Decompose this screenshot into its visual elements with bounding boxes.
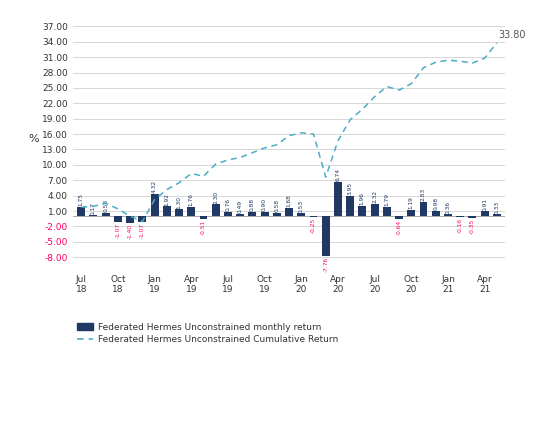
Bar [456, 216, 464, 217]
Bar [481, 211, 489, 216]
Text: 0.76: 0.76 [226, 198, 230, 211]
Bar [248, 211, 256, 216]
Bar [297, 214, 305, 216]
Text: 2.32: 2.32 [372, 190, 377, 203]
Bar [102, 213, 110, 216]
Text: 1.19: 1.19 [409, 196, 414, 209]
Text: -0.16: -0.16 [458, 218, 463, 233]
Text: 1.75: 1.75 [79, 193, 84, 206]
Bar [346, 196, 354, 216]
Bar [383, 207, 391, 216]
Bar [138, 216, 146, 222]
Bar [395, 216, 403, 219]
Y-axis label: %: % [28, 134, 39, 144]
Text: 0.58: 0.58 [274, 199, 279, 212]
Text: -0.25: -0.25 [311, 218, 316, 233]
Text: -0.64: -0.64 [397, 220, 401, 235]
Bar [371, 204, 378, 216]
Text: 3.95: 3.95 [348, 182, 353, 195]
Text: 1.79: 1.79 [384, 193, 389, 206]
Text: 0.91: 0.91 [482, 197, 487, 211]
Bar [175, 209, 183, 216]
Text: 1.96: 1.96 [360, 192, 365, 206]
Bar [493, 214, 501, 216]
Text: 2.83: 2.83 [421, 188, 426, 201]
Bar [420, 202, 428, 216]
Bar [212, 204, 220, 216]
Bar [236, 214, 244, 216]
Bar [260, 211, 269, 216]
Bar [199, 216, 207, 219]
Text: 6.74: 6.74 [336, 168, 340, 181]
Bar [163, 206, 171, 216]
Text: 33.80: 33.80 [498, 30, 526, 40]
Text: 4.32: 4.32 [152, 180, 157, 193]
Bar [90, 215, 98, 216]
Text: 1.76: 1.76 [189, 193, 193, 206]
Bar [224, 212, 232, 216]
Bar [114, 216, 122, 222]
Bar [151, 194, 159, 216]
Bar [309, 216, 317, 217]
Text: -1.07: -1.07 [115, 222, 121, 238]
Bar [444, 214, 452, 216]
Text: 0.36: 0.36 [445, 200, 450, 214]
Bar [187, 207, 195, 216]
Text: 0.33: 0.33 [494, 200, 500, 214]
Text: 2.30: 2.30 [213, 190, 218, 203]
Bar [432, 211, 440, 216]
Text: 1.30: 1.30 [176, 196, 182, 209]
Text: -1.40: -1.40 [128, 224, 132, 239]
Bar [468, 216, 477, 218]
Bar [359, 206, 367, 216]
Text: 1.68: 1.68 [287, 194, 292, 207]
Legend: Federated Hermes Unconstrained monthly return, Federated Hermes Unconstrained Cu: Federated Hermes Unconstrained monthly r… [77, 323, 338, 344]
Bar [77, 207, 85, 216]
Text: 0.49: 0.49 [237, 200, 243, 213]
Text: 0.53: 0.53 [299, 200, 304, 213]
Text: 0.90: 0.90 [262, 197, 267, 211]
Text: 0.17: 0.17 [91, 201, 96, 214]
Bar [322, 216, 330, 256]
Bar [285, 208, 293, 216]
Text: -0.51: -0.51 [201, 219, 206, 235]
Text: -7.76: -7.76 [323, 257, 328, 272]
Text: 1.92: 1.92 [165, 192, 169, 206]
Bar [126, 216, 134, 223]
Text: -1.07: -1.07 [140, 222, 145, 238]
Text: 0.98: 0.98 [433, 197, 438, 210]
Bar [334, 181, 342, 216]
Text: 0.88: 0.88 [250, 198, 255, 211]
Bar [273, 213, 281, 216]
Text: 0.58: 0.58 [103, 199, 108, 212]
Bar [407, 210, 415, 216]
Text: -0.35: -0.35 [470, 219, 475, 234]
